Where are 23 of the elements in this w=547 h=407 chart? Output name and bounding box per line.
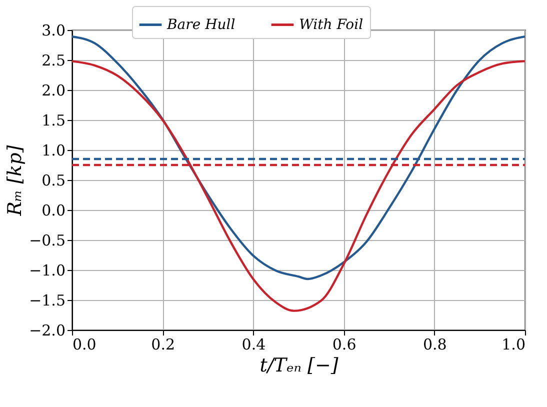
- y-axis-title: Rₘ [kp]: [4, 144, 26, 217]
- y-tick-label: 0.5: [42, 172, 66, 190]
- y-tick-label: −1.5: [29, 292, 66, 310]
- y-tick-label: −1.0: [29, 262, 66, 280]
- x-tick-label: 1.0: [502, 336, 526, 354]
- y-tick-label: 2.0: [42, 82, 66, 100]
- y-tick-label: 0.0: [42, 202, 66, 220]
- x-tick-label: 0.8: [422, 336, 447, 354]
- y-tick-label: 2.5: [42, 52, 66, 70]
- x-tick-label: 0.4: [242, 336, 266, 354]
- x-tick-label: 0.0: [72, 336, 96, 354]
- legend-label: With Foil: [299, 16, 364, 33]
- x-tick-label: 0.6: [332, 336, 356, 354]
- y-tick-label: 1.5: [42, 112, 66, 130]
- x-tick-label: 0.2: [151, 336, 176, 354]
- y-tick-label: −0.5: [29, 232, 66, 250]
- y-tick-label: 1.0: [42, 142, 66, 160]
- line-series: [70, 36, 526, 280]
- line-series: [70, 60, 526, 312]
- y-tick-label: −2.0: [29, 322, 66, 340]
- y-tick-label: 3.0: [42, 22, 66, 40]
- legend-label: Bare Hull: [166, 16, 236, 33]
- x-axis-title: t/Tₑₙ [−]: [260, 354, 339, 376]
